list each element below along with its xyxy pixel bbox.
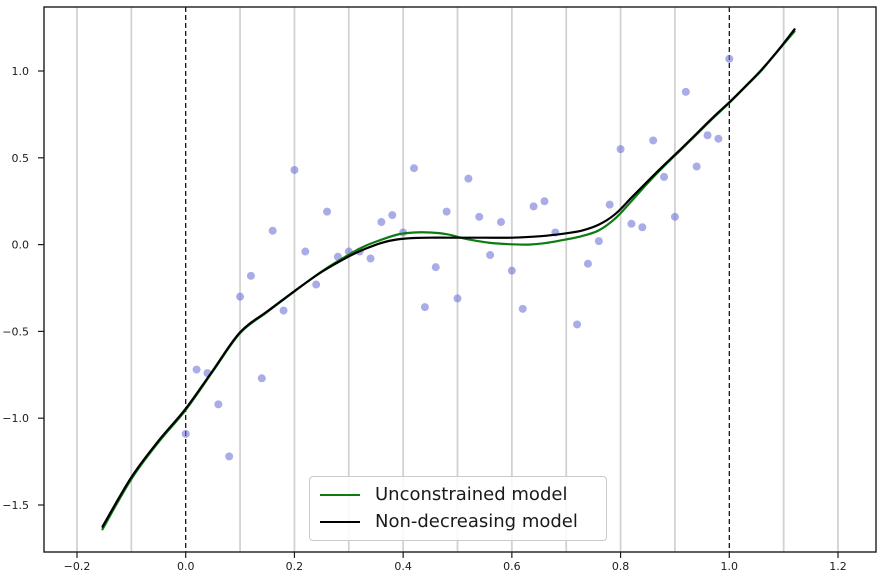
scatter-point — [573, 320, 582, 329]
axes-frame — [43, 6, 877, 553]
scatter-point — [703, 131, 712, 140]
legend: Unconstrained model Non-decreasing model — [309, 476, 607, 541]
scatter-point — [268, 226, 277, 235]
x-tick-label: 0.2 — [286, 560, 304, 573]
y-tick-label: −0.5 — [2, 325, 29, 338]
scatter-point — [377, 218, 386, 227]
y-tick-label: −1.0 — [2, 412, 29, 425]
scatter-point — [670, 212, 679, 221]
scatter-point — [681, 87, 690, 96]
plot-border — [43, 6, 877, 553]
scatter-point — [290, 165, 299, 174]
scatter-point — [312, 280, 321, 289]
scatter-point — [214, 400, 223, 409]
scatter-point — [507, 266, 516, 275]
scatter-point — [649, 136, 658, 145]
x-tick-label: 0.8 — [612, 560, 630, 573]
x-tick-label: 0.0 — [177, 560, 195, 573]
legend-item-unconstrained: Unconstrained model — [320, 484, 596, 506]
scatter-point — [627, 219, 636, 228]
x-gridlines — [76, 7, 839, 552]
x-tick-label: −0.2 — [64, 560, 91, 573]
scatter-point — [605, 200, 614, 209]
scatter-point — [420, 303, 429, 312]
scatter-points — [181, 54, 734, 461]
scatter-point — [529, 202, 538, 211]
axis-ticks — [38, 70, 839, 558]
y-tick-label: −1.5 — [2, 499, 29, 512]
scatter-point — [583, 259, 592, 268]
scatter-point — [692, 162, 701, 171]
scatter-point — [638, 223, 647, 232]
scatter-point — [181, 429, 190, 438]
scatter-point — [616, 145, 625, 154]
legend-label-nondecreasing: Non-decreasing model — [375, 510, 578, 532]
scatter-point — [323, 207, 332, 216]
scatter-point — [410, 164, 419, 173]
scatter-point — [388, 211, 397, 220]
scatter-point — [496, 218, 505, 227]
legend-item-nondecreasing: Non-decreasing model — [320, 511, 596, 533]
scatter-point — [301, 247, 310, 256]
scatter-point — [594, 237, 603, 246]
scatter-point — [660, 172, 669, 181]
y-tick-label: 0.5 — [12, 152, 30, 165]
x-tick-label: 1.0 — [721, 560, 739, 573]
scatter-point — [257, 374, 266, 383]
scatter-point — [431, 263, 440, 272]
curve-non-decreasing-model — [101, 28, 796, 528]
scatter-point — [236, 292, 245, 301]
tick-labels: −0.2 0.0 0.2 0.4 0.6 0.8 1.0 1.2 1.0 0.5 0.0 −0.5 −1… — [2, 65, 846, 573]
x-tick-label: 0.6 — [503, 560, 521, 573]
y-tick-label: 1.0 — [12, 65, 30, 78]
scatter-point — [225, 452, 234, 461]
boundary-vlines — [185, 7, 730, 552]
scatter-point — [464, 174, 473, 183]
x-tick-label: 1.2 — [829, 560, 847, 573]
unconstrained-line-sample-icon — [320, 494, 360, 497]
scatter-point — [486, 251, 495, 260]
scatter-point — [442, 207, 451, 216]
legend-label-unconstrained: Unconstrained model — [375, 484, 568, 506]
model-curves — [101, 28, 796, 531]
scatter-point — [714, 134, 723, 143]
curve-unconstrained-model — [101, 30, 796, 531]
scatter-point — [475, 212, 484, 221]
y-tick-label: 0.0 — [12, 239, 30, 252]
nondecreasing-line-sample-icon — [320, 520, 360, 523]
scatter-point — [366, 254, 375, 263]
scatter-point — [192, 365, 201, 374]
scatter-point — [518, 304, 527, 313]
scatter-point — [246, 271, 255, 280]
x-tick-label: 0.4 — [394, 560, 412, 573]
scatter-point — [453, 294, 462, 303]
scatter-point — [725, 54, 734, 63]
scatter-point — [279, 306, 288, 315]
scatter-point — [540, 197, 549, 206]
